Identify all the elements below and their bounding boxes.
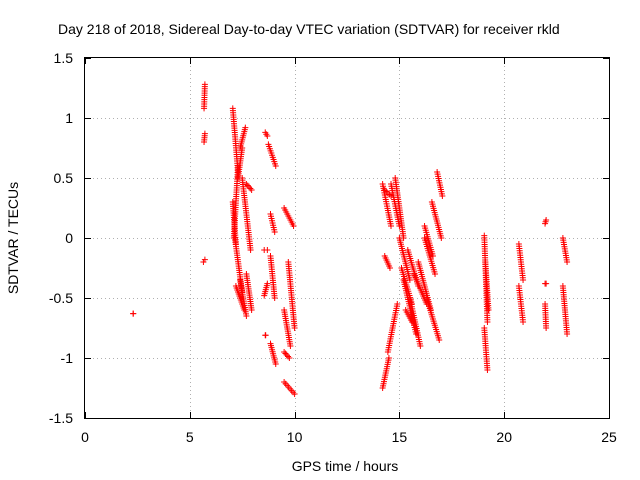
data-point (264, 133, 271, 139)
x-tick-label: 20 (496, 429, 512, 445)
data-point (264, 280, 271, 287)
data-point (272, 361, 279, 367)
data-point (286, 355, 293, 361)
data-point (282, 350, 289, 357)
x-tick-label: 5 (186, 429, 194, 445)
data-point (564, 259, 571, 265)
x-tick-label: 10 (287, 429, 303, 445)
data-point (244, 182, 251, 189)
data-point (271, 295, 278, 301)
data-point (291, 325, 298, 331)
data-point (264, 247, 271, 253)
data-point (484, 319, 491, 325)
data-point (246, 184, 253, 190)
data-point (247, 247, 254, 253)
data-point (394, 301, 401, 307)
data-point (247, 185, 254, 192)
grid (85, 58, 609, 418)
axis-ticks: 0 5 10 15 20 25 -1.5 -1 -0.5 0 0.5 1 1.5 (49, 50, 617, 445)
data-point (485, 307, 492, 313)
data-point (201, 81, 208, 88)
data-point (248, 187, 255, 193)
y-tick-label: 0 (65, 230, 73, 246)
data-point (291, 391, 298, 397)
y-axis-title: SDTVAR / TECUs (5, 182, 21, 294)
data-point (385, 355, 392, 361)
data-point (262, 332, 269, 339)
x-tick-label: 0 (81, 429, 89, 445)
y-tick-label: 1.5 (54, 50, 74, 66)
data-point (290, 223, 297, 229)
data-points (130, 81, 571, 397)
data-point (408, 319, 415, 325)
x-tick-label: 15 (392, 429, 408, 445)
data-point (520, 319, 527, 325)
data-point (543, 325, 550, 331)
data-point (417, 343, 424, 349)
data-point (201, 256, 208, 263)
data-point (241, 307, 248, 313)
data-point (287, 343, 294, 349)
data-point (386, 265, 393, 271)
data-point (439, 193, 446, 199)
data-point (388, 223, 395, 229)
data-point (283, 352, 290, 358)
chart-title: Day 218 of 2018, Sidereal Day-to-day VTE… (58, 21, 560, 37)
data-point (438, 235, 445, 241)
y-tick-label: -1.5 (49, 410, 73, 426)
data-point (432, 271, 439, 277)
data-point (543, 280, 550, 287)
data-point (436, 337, 443, 343)
data-point (564, 331, 571, 337)
x-axis-title: GPS time / hours (292, 458, 399, 474)
y-tick-label: -0.5 (49, 290, 73, 306)
data-point (271, 229, 278, 235)
data-point (243, 313, 250, 319)
data-point (429, 253, 436, 259)
x-tick-label: 25 (601, 429, 617, 445)
data-point (130, 310, 137, 317)
data-point (201, 130, 208, 137)
plot-frame (84, 57, 610, 419)
data-point (281, 349, 288, 355)
data-point (406, 277, 413, 283)
y-tick-label: 1 (65, 110, 73, 126)
data-point (248, 307, 255, 313)
data-point (484, 367, 491, 373)
y-tick-label: -1 (61, 350, 74, 366)
data-point (543, 217, 550, 223)
data-point (520, 277, 527, 283)
y-tick-label: 0.5 (54, 170, 74, 186)
data-point (272, 163, 279, 169)
data-point (242, 124, 249, 131)
